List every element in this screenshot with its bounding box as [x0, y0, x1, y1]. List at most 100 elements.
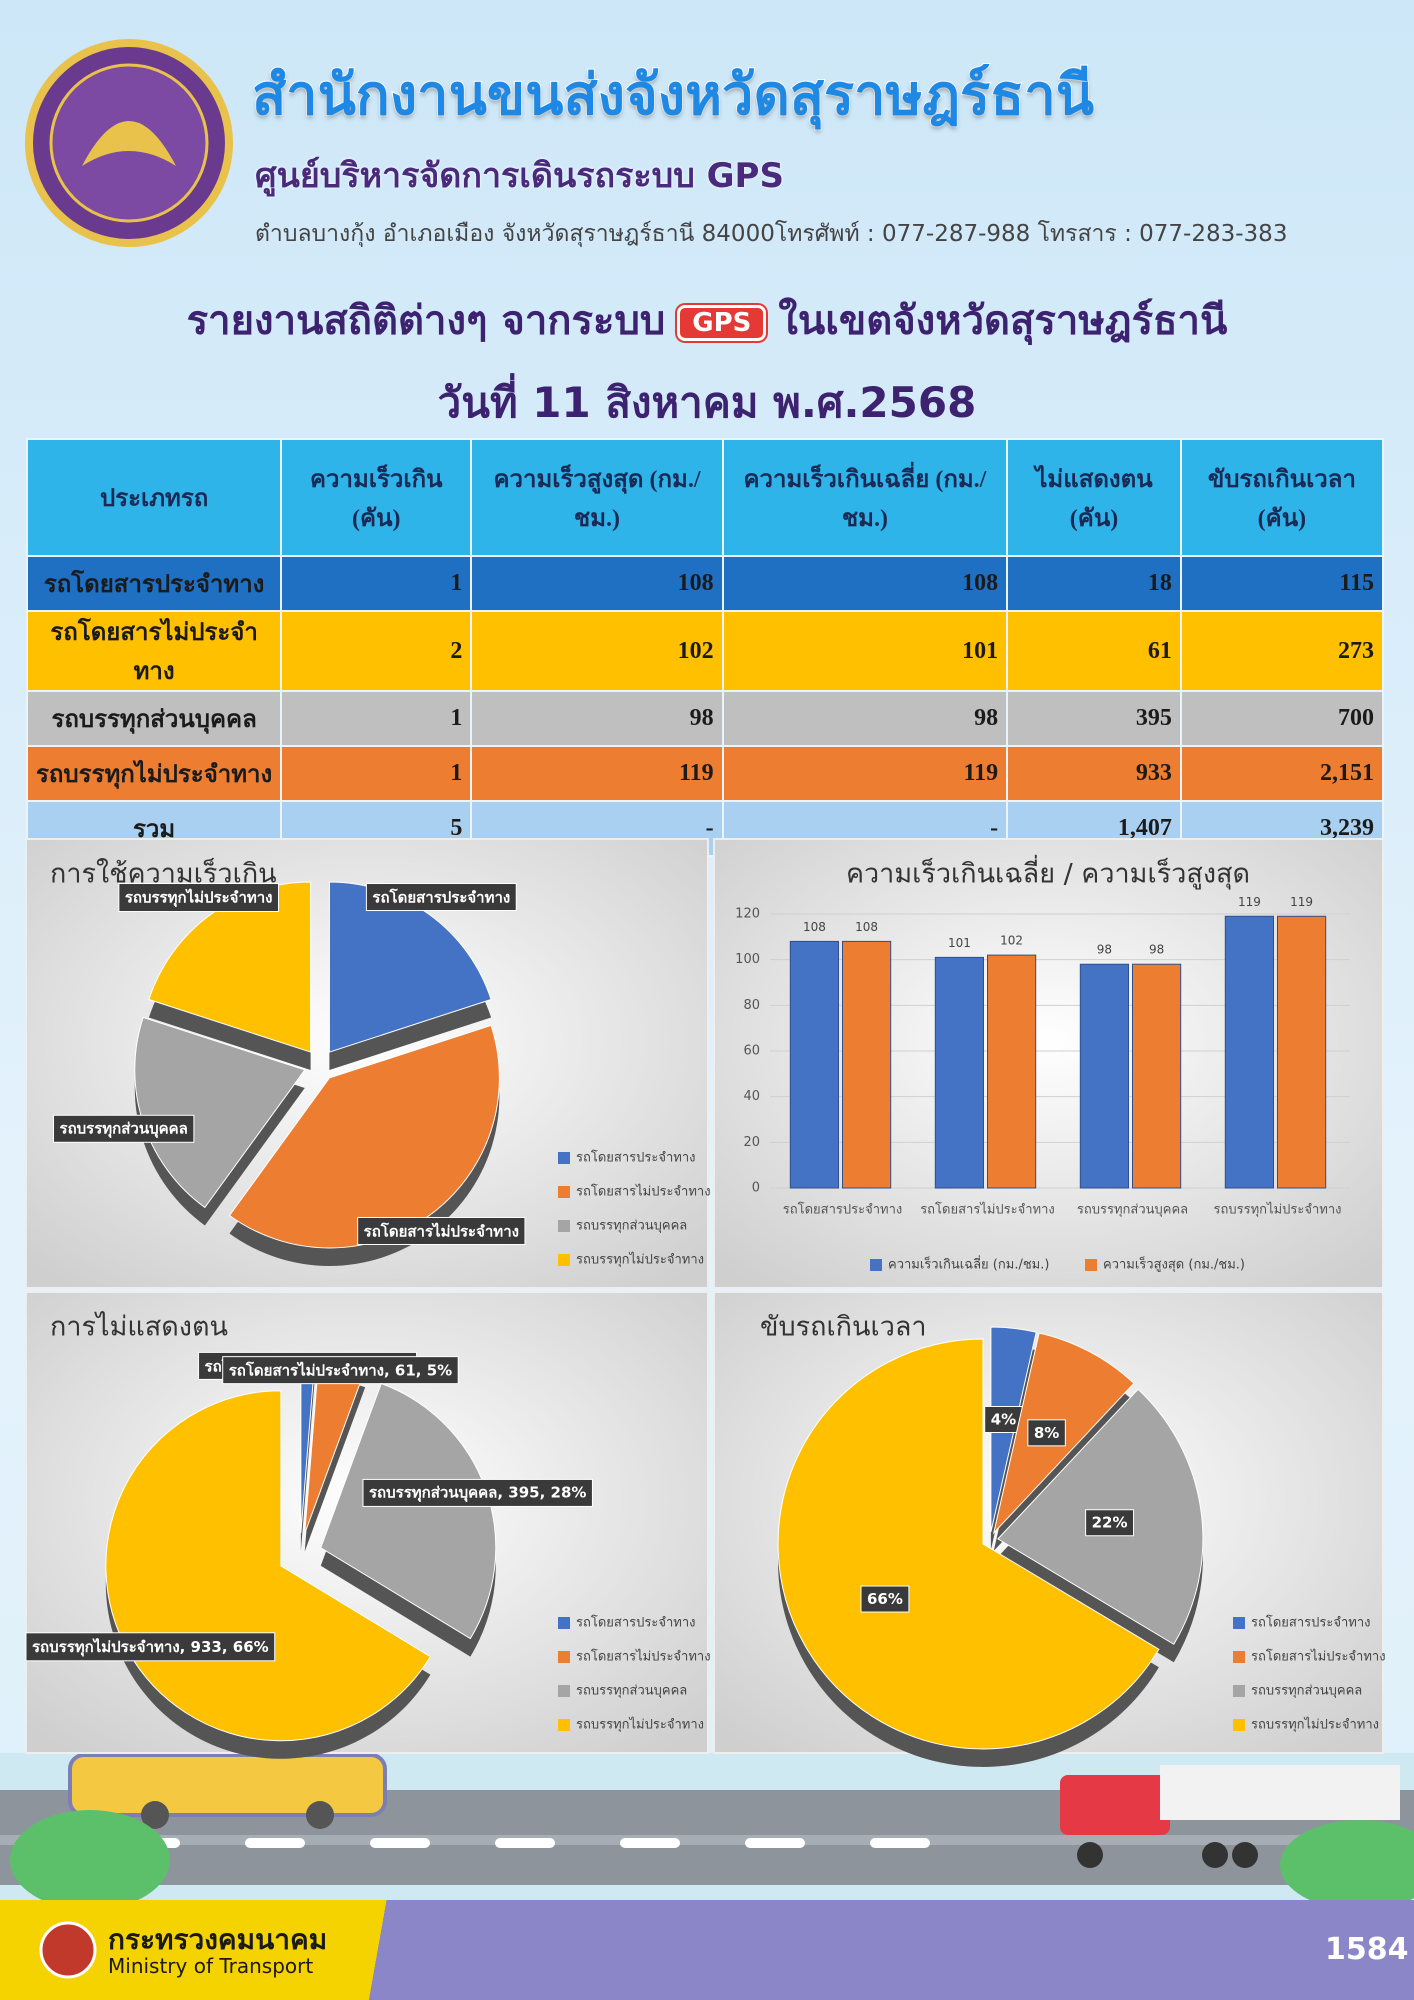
table-cell: 108: [721, 555, 1009, 612]
table-cell: 395: [1006, 690, 1182, 747]
table-cell: 2: [280, 610, 473, 692]
data-label: รถบรรทุกไม่ประจำทาง: [125, 888, 273, 908]
pie-slice: [328, 881, 492, 1053]
label-box: [357, 1216, 526, 1245]
table-cell: 98: [721, 690, 1009, 747]
legend-label: รถโดยสารประจำทาง: [576, 1615, 695, 1631]
bar-value: 98: [1149, 943, 1164, 957]
legend-label: รถโดยสารไม่ประจำทาง: [576, 1649, 711, 1665]
legend-swatch: [558, 1254, 570, 1266]
bar: [1132, 963, 1182, 1189]
title: สำนักงานขนส่งจังหวัดสุราษฎร์ธานี: [251, 62, 1095, 129]
data-label: รถบรรทุกส่วนบุคคล, 395, 28%: [369, 1483, 586, 1502]
logo: [25, 39, 233, 247]
address: ตำบลบางกุ้ง อำเภอเมือง จังหวัดสุราษฎร์ธา…: [255, 221, 1288, 247]
chart-title: ความเร็วเกินเฉลี่ย / ความเร็วสูงสุด: [846, 855, 1250, 891]
label-box: [365, 883, 517, 912]
column-header: ขับรถเกินเวลา (คัน): [1179, 438, 1385, 557]
legend-label: รถโดยสารประจำทาง: [576, 1150, 695, 1166]
report-title-text: รายงานสถิติต่างๆ จากระบบ: [186, 298, 666, 344]
y-tick-label: 80: [743, 998, 760, 1013]
gps-badge: GPS: [677, 305, 767, 341]
data-label: 66%: [867, 1590, 903, 1608]
legend-label: รถบรรทุกส่วนบุคคล: [576, 1219, 687, 1234]
label-box: [118, 883, 280, 913]
bar-value: 108: [803, 920, 826, 934]
bar: [987, 954, 1037, 1189]
legend-label: รถบรรทุกไม่ประจำทาง: [1251, 1717, 1379, 1733]
column-header: ประเภทรถ: [25, 438, 283, 557]
legend-swatch: [558, 1186, 570, 1198]
bar: [1277, 915, 1327, 1189]
table-cell: 1: [280, 555, 473, 612]
legend-label: รถบรรทุกส่วนบุคคล: [1251, 1684, 1362, 1699]
pie-slice: [148, 881, 312, 1053]
legend-label: รถบรรทุกส่วนบุคคล: [576, 1684, 687, 1699]
y-tick-label: 40: [743, 1089, 760, 1104]
pie-slice: [777, 1338, 1160, 1750]
table-cell: รถโดยสารไม่ประจำทาง: [25, 610, 283, 692]
x-tick-label: รถโดยสารไม่ประจำทาง: [920, 1202, 1055, 1218]
data-label: 22%: [1092, 1514, 1128, 1532]
table-cell: 98: [470, 690, 724, 747]
charts: การใช้ความเร็วเกินรถโดยสารประจำทางรถโดยส…: [0, 838, 1414, 1900]
label-box: [1085, 1509, 1135, 1537]
report-area: ในเขตจังหวัดสุราษฎร์ธานี: [778, 298, 1228, 344]
table-cell: 18: [1006, 555, 1182, 612]
label-box: [1027, 1419, 1066, 1447]
table-cell: 115: [1179, 555, 1385, 612]
label-box: [222, 1356, 459, 1385]
legend-swatch: [1233, 1685, 1245, 1697]
legend-label: รถโดยสารไม่ประจำทาง: [1251, 1649, 1386, 1665]
legend-swatch: [558, 1719, 570, 1731]
table-cell: 1: [280, 690, 473, 747]
data-label: รถโดยสารไม่ประจำทาง, 61, 5%: [229, 1361, 452, 1380]
y-tick-label: 0: [752, 1181, 760, 1196]
bar-value: 102: [1000, 934, 1023, 948]
column-header: ความเร็วเกินเฉลี่ย (กม./ชม.): [721, 438, 1009, 557]
y-tick-label: 120: [735, 907, 760, 922]
road-scene: [0, 1753, 1414, 1900]
data-label: รถบรรทุกไม่ประจำทาง, 933, 66%: [32, 1637, 269, 1657]
bar-value: 119: [1238, 895, 1261, 909]
y-tick-label: 60: [743, 1044, 760, 1059]
table-cell: รถโดยสารประจำทาง: [25, 555, 283, 612]
label-box: [53, 1114, 195, 1143]
table-row: รถโดยสารไม่ประจำทาง 2 102 101 61 273: [25, 610, 1385, 692]
legend-swatch: [1233, 1617, 1245, 1629]
bar: [1224, 915, 1275, 1189]
chart-title: การไม่แสดงตน: [50, 1312, 228, 1343]
bar-value: 98: [1097, 943, 1112, 957]
legend-label: รถบรรทุกไม่ประจำทาง: [576, 1717, 704, 1733]
ministry-en: Ministry of Transport: [108, 1954, 314, 1978]
table-cell: 2,151: [1179, 745, 1385, 802]
bar-value: 108: [855, 920, 878, 934]
table-row: รถบรรทุกส่วนบุคคล 1 98 98 395 700: [25, 690, 1385, 747]
table-cell: รถบรรทุกไม่ประจำทาง: [25, 745, 283, 802]
legend-swatch: [558, 1617, 570, 1629]
x-tick-label: รถบรรทุกส่วนบุคคล: [1077, 1203, 1188, 1218]
x-tick-label: รถโดยสารประจำทาง: [783, 1202, 902, 1218]
legend-swatch: [558, 1651, 570, 1663]
y-tick-label: 100: [735, 952, 760, 967]
table-cell: 933: [1006, 745, 1182, 802]
table-row: รถบรรทุกไม่ประจำทาง 1 119 119 933 2,151: [25, 745, 1385, 802]
footer: กระทรวงคมนาคม Ministry of Transport 1584: [0, 1900, 1414, 2000]
label-box: [362, 1478, 593, 1507]
chart-title: ขับรถเกินเวลา: [760, 1312, 927, 1343]
table-row: รถโดยสารประจำทาง 1 108 108 18 115: [25, 555, 1385, 612]
header-row: ประเภทรถ ความเร็วเกิน (คัน) ความเร็วสูงสุด…: [25, 438, 1385, 557]
column-header: ความเร็วเกิน (คัน): [280, 438, 473, 557]
stats-table: ประเภทรถ ความเร็วเกิน (คัน) ความเร็วสูงสุด…: [25, 438, 1385, 857]
column-header: ความเร็วสูงสุด (กม./ชม.): [470, 438, 724, 557]
legend-swatch: [558, 1152, 570, 1164]
label-box: [984, 1406, 1023, 1434]
legend-swatch: [870, 1259, 882, 1271]
table-cell: 1: [280, 745, 473, 802]
legend-swatch: [1233, 1719, 1245, 1731]
data-label: 8%: [1034, 1424, 1059, 1442]
data-label: รถบรรทุกส่วนบุคคล: [60, 1119, 188, 1138]
report-title: รายงานสถิติต่างๆ จากระบบ GPS ในเขตจังหวัดส…: [0, 288, 1414, 352]
label-box: [25, 1632, 276, 1662]
